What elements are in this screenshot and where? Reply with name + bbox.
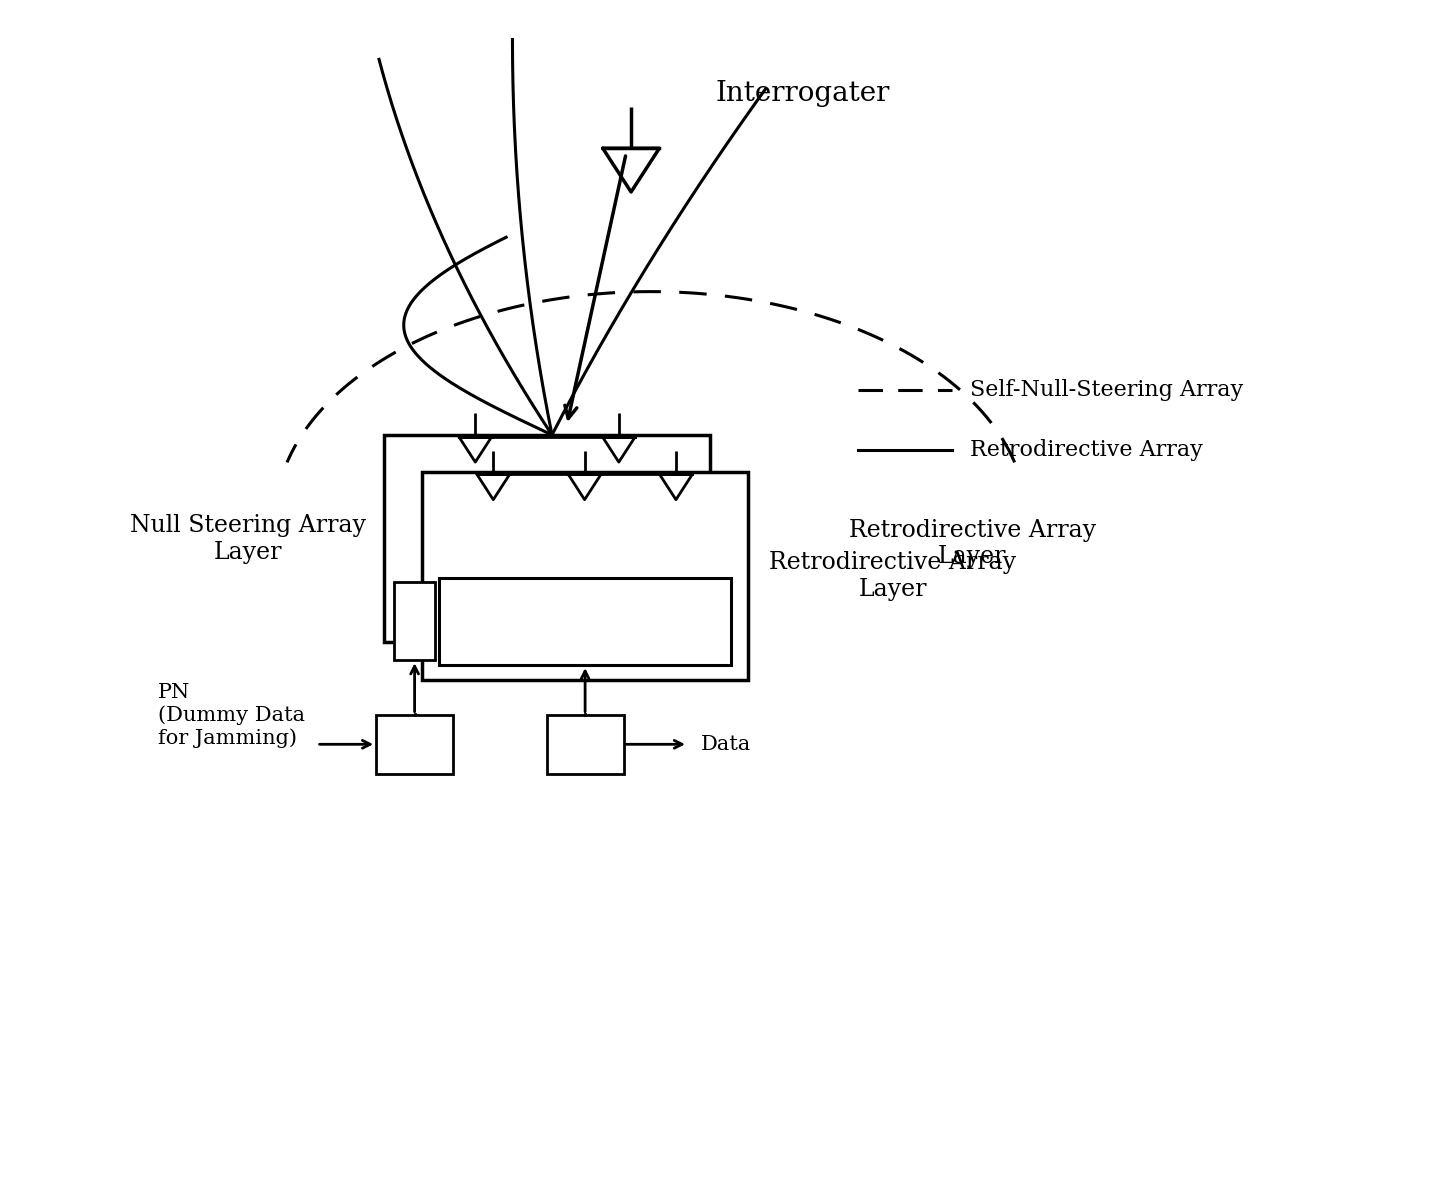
Text: Retrodirective Array
Layer: Retrodirective Array Layer (770, 551, 1017, 601)
Text: Self-Null-Steering Array: Self-Null-Steering Array (970, 380, 1243, 401)
Bar (422, 472, 748, 680)
Text: Retrodirective Array
Layer: Retrodirective Array Layer (849, 519, 1096, 568)
Text: Interrogater: Interrogater (715, 80, 890, 108)
Text: Null Steering Array
Layer: Null Steering Array Layer (130, 514, 367, 563)
Bar (384, 435, 710, 642)
Text: PN
(Dummy Data
for Jamming): PN (Dummy Data for Jamming) (157, 683, 305, 748)
Text: Retrodirective Array: Retrodirective Array (970, 438, 1203, 461)
Bar (439, 579, 731, 665)
Bar (375, 715, 453, 774)
Bar (394, 582, 435, 660)
Bar (547, 715, 624, 774)
Text: Data: Data (700, 734, 751, 754)
